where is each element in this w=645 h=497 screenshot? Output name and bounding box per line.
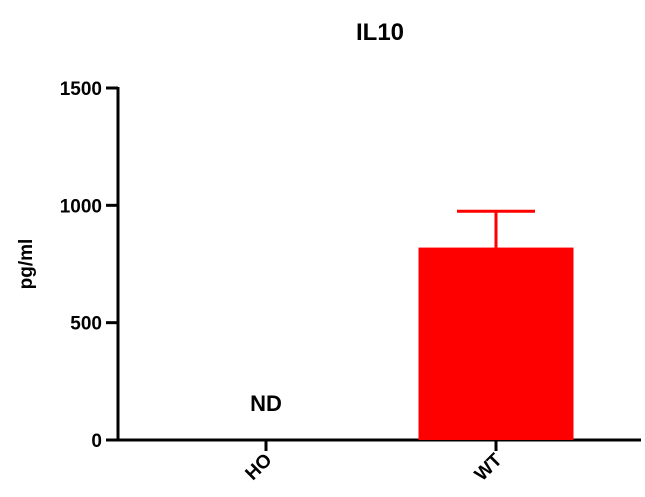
y-axis-label: pg/ml bbox=[16, 239, 37, 290]
x-tick-label-ho: HO bbox=[242, 450, 277, 485]
y-axis-ticks: 0 500 1000 1500 bbox=[60, 79, 118, 452]
x-axis-ticks: HO WT bbox=[242, 440, 507, 485]
y-tick-label-1500: 1500 bbox=[60, 79, 102, 100]
y-tick-label-1000: 1000 bbox=[60, 196, 102, 217]
annotations: ND bbox=[250, 391, 282, 416]
bars bbox=[418, 247, 574, 440]
y-tick-label-0: 0 bbox=[91, 431, 102, 452]
error-bars bbox=[457, 209, 535, 248]
x-tick-label-wt: WT bbox=[471, 449, 507, 485]
bar-wt bbox=[418, 247, 574, 440]
y-tick-label-500: 500 bbox=[70, 314, 102, 335]
annotation-ho: ND bbox=[250, 391, 282, 416]
chart-title: IL10 bbox=[356, 19, 404, 46]
